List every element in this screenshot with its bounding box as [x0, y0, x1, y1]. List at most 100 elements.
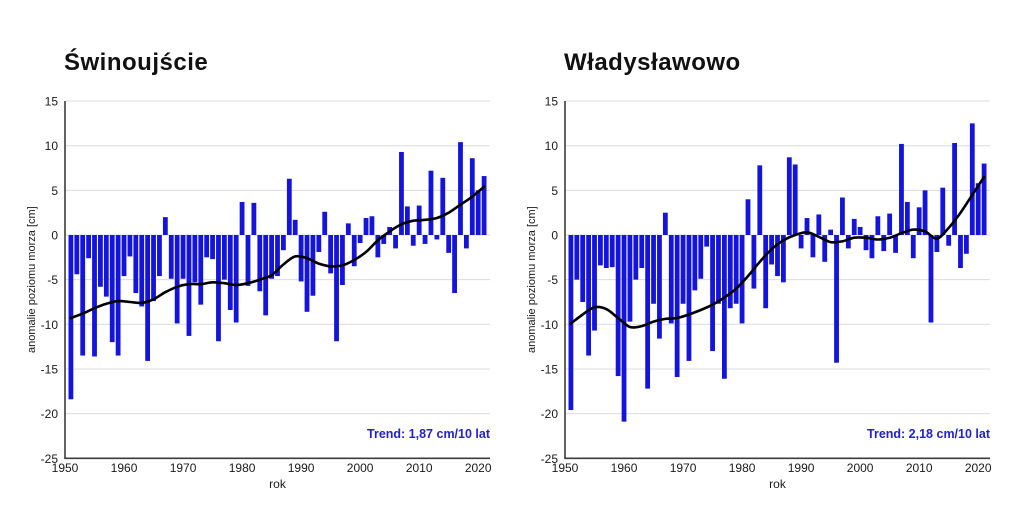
- x-tick-label: 2010: [406, 461, 433, 475]
- bar-1982: [751, 235, 757, 289]
- bar-2000: [857, 226, 863, 235]
- bar-2012: [928, 235, 934, 323]
- bar-1996: [834, 235, 839, 363]
- bar-2004: [881, 235, 887, 252]
- bar-1987: [781, 235, 786, 283]
- bar-1970: [680, 235, 686, 304]
- bar-1973: [698, 235, 704, 279]
- bar-2018: [963, 235, 969, 254]
- bar-1981: [245, 235, 251, 286]
- bar-1953: [580, 235, 586, 302]
- bar-1998: [845, 235, 851, 249]
- y-tick-label: -20: [41, 407, 59, 421]
- bar-2020: [975, 183, 981, 235]
- y-tick-label: 0: [51, 229, 58, 243]
- bar-2016: [452, 235, 457, 294]
- bar-1999: [851, 218, 857, 235]
- y-axis-label-right: anomalie poziomu morza [cm]: [526, 206, 538, 354]
- y-tick-label: -5: [547, 273, 558, 287]
- bar-1975: [210, 235, 215, 260]
- bar-1956: [598, 235, 603, 266]
- x-tick-label: 1980: [729, 461, 756, 475]
- bar-1959: [615, 235, 621, 377]
- bar-2020: [475, 190, 481, 235]
- bar-1997: [840, 197, 845, 235]
- bar-2008: [904, 201, 910, 235]
- bar-2002: [869, 235, 875, 259]
- bar-1998: [345, 223, 351, 235]
- bar-1967: [662, 212, 668, 235]
- bar-1983: [257, 235, 263, 292]
- bar-1977: [221, 235, 227, 280]
- bar-1968: [668, 235, 674, 324]
- x-tick-label: 2000: [347, 461, 374, 475]
- bar-2015: [946, 235, 952, 246]
- bar-2007: [399, 151, 404, 235]
- y-tick-label: -5: [47, 273, 58, 287]
- bar-1986: [275, 235, 280, 277]
- bar-2002: [369, 216, 375, 235]
- bar-2021: [481, 176, 487, 235]
- y-tick-label: 0: [551, 229, 558, 243]
- bar-1968: [168, 235, 174, 279]
- y-tick-label: 15: [545, 95, 559, 109]
- x-tick-label: 1950: [52, 461, 79, 475]
- x-tick-label: 1970: [670, 461, 697, 475]
- bar-2001: [863, 235, 869, 251]
- bar-1993: [816, 214, 822, 235]
- bar-1963: [639, 235, 645, 269]
- bar-2011: [922, 190, 928, 235]
- x-tick-label: 2020: [465, 461, 492, 475]
- bar-2008: [404, 206, 410, 235]
- bar-1955: [92, 235, 97, 357]
- bar-1952: [574, 235, 580, 280]
- bar-1984: [763, 235, 769, 309]
- y-tick-label: -15: [41, 362, 59, 376]
- bar-1976: [716, 235, 721, 304]
- trend-line: [69, 185, 486, 320]
- bar-2016: [952, 143, 957, 235]
- bar-2017: [458, 142, 463, 235]
- bar-1995: [328, 235, 334, 274]
- bar-1954: [86, 235, 92, 259]
- bar-2009: [910, 235, 916, 259]
- y-tick-label: -20: [541, 407, 559, 421]
- bar-1979: [233, 235, 239, 323]
- bar-1976: [216, 235, 221, 342]
- bar-1955: [592, 235, 597, 331]
- y-tick-label: 10: [45, 139, 59, 153]
- x-tick-label: 1980: [229, 461, 256, 475]
- bar-1975: [710, 235, 715, 352]
- bar-1970: [180, 235, 186, 279]
- bar-1971: [186, 235, 192, 336]
- y-tick-label: 15: [45, 95, 59, 109]
- bar-2006: [893, 235, 898, 253]
- bar-1979: [733, 235, 739, 304]
- bar-1980: [739, 235, 745, 324]
- bar-1958: [109, 235, 115, 343]
- bar-1987: [281, 235, 286, 251]
- bar-1964: [145, 235, 151, 361]
- bar-1958: [609, 235, 615, 268]
- bar-2000: [357, 235, 363, 244]
- bar-2006: [393, 235, 398, 249]
- y-tick-label: -10: [41, 318, 59, 332]
- bar-1964: [645, 235, 651, 389]
- y-axis-label-left: anomalie poziomu morza [cm]: [26, 206, 38, 354]
- bar-1999: [351, 235, 357, 267]
- bar-1960: [621, 235, 627, 422]
- bar-2004: [381, 235, 387, 244]
- bar-1959: [115, 235, 121, 356]
- bar-1969: [174, 235, 180, 324]
- bar-2012: [428, 170, 434, 235]
- bar-1969: [674, 235, 680, 377]
- bar-1995: [828, 229, 834, 235]
- bar-1972: [692, 235, 698, 291]
- chart-title-wladyslawowo: Władysławowo: [564, 49, 741, 76]
- bar-1986: [775, 235, 780, 277]
- x-tick-label: 2000: [847, 461, 874, 475]
- bar-1983: [757, 165, 763, 235]
- bar-1996: [334, 235, 339, 342]
- bar-1978: [727, 235, 733, 309]
